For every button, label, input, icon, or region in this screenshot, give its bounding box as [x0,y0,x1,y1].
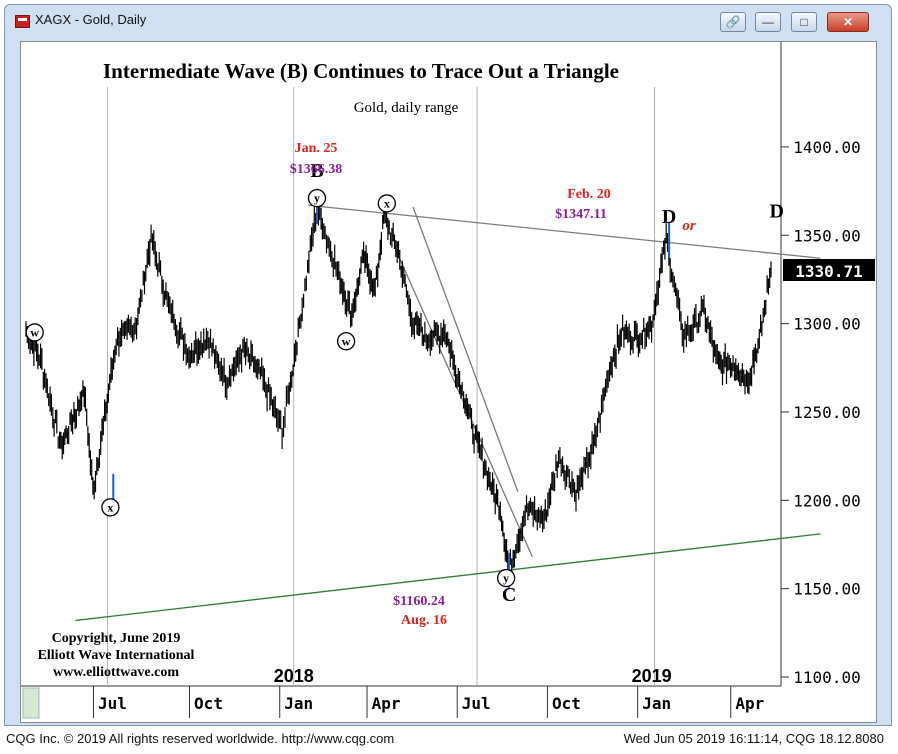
sub-wave-label: y [314,191,320,205]
year-label: 2018 [274,666,314,686]
wave-labels: B C D Dw x y w x y [25,160,784,606]
status-copyright: CQG Inc. © 2019 All rights reserved worl… [6,731,395,746]
link-button[interactable]: 🔗 [720,12,746,32]
chart-area[interactable]: 1400.00 1350.00 1300.00 1250.00 1200.00 1150.… [20,41,877,723]
d-price-annotation: $1347.11 [555,207,607,222]
sub-wave-marker: y [496,568,516,588]
chart-title: Intermediate Wave (B) Continues to Trace… [103,59,619,83]
status-bar: CQG Inc. © 2019 All rights reserved worl… [0,728,898,754]
trendlines [75,204,821,622]
x-tick-label: Jul [98,694,127,713]
sub-wave-circle [101,498,120,517]
x-tick-label: Jan [642,694,671,713]
y-tick-label: 1200.00 [793,491,860,510]
y-tick-label: 1150.00 [793,580,860,599]
copyright-line-2: Elliott Wave International [38,648,195,663]
c-date-annotation: Aug. 16 [401,613,447,628]
x-tick-label: Oct [194,694,223,713]
sub-wave-circle [307,188,327,208]
x-tick-label: Oct [552,694,581,713]
copyright-line-3: www.elliottwave.com [53,665,179,680]
sub-wave-label: w [30,325,39,339]
vertical-gridlines [106,87,656,686]
chart-window: XAGX - Gold, Daily 🔗 — □ ✕ 1400.00 1350.0… [4,4,892,726]
chart-subtitle: Gold, daily range [354,100,459,116]
trendline [412,206,519,492]
sub-wave-circle [25,323,44,342]
sub-wave-circle [377,194,396,213]
link-icon: 🔗 [725,15,741,29]
trendline [308,204,821,259]
or-annotation: or [682,218,696,234]
d-date-annotation: Feb. 20 [567,187,611,202]
trendline [75,533,821,622]
chart-svg: 1400.00 1350.00 1300.00 1250.00 1200.00 1150.… [21,42,875,719]
time-axis: Jul Oct Jan Apr Jul Oct Jan Apr 2018 2019 [92,666,764,718]
sub-wave-marker: x [377,194,396,213]
sub-wave-marker: y [307,188,327,208]
price-axis: 1400.00 1350.00 1300.00 1250.00 1200.00 1150.… [781,138,861,687]
wave-label: C [502,584,516,606]
title-bar[interactable]: XAGX - Gold, Daily 🔗 — □ ✕ [5,5,891,35]
b-date-annotation: Jan. 25 [295,141,338,156]
app-icon [15,15,30,28]
x-tick-label: Jul [462,694,491,713]
last-price-box [783,259,875,281]
corner-swatch[interactable] [22,687,40,719]
sub-wave-circle [336,332,356,351]
sub-wave-circle [496,568,516,588]
sub-wave-label: w [342,334,351,348]
x-tick-label: Apr [735,694,764,713]
c-price-annotation: $1160.24 [393,594,445,609]
x-tick-label: Apr [372,694,401,713]
year-label: 2019 [632,666,672,686]
last-price-label: 1330.71 [795,262,862,281]
price-series [25,188,772,589]
window-title: XAGX - Gold, Daily [35,12,147,27]
price-bars [25,200,772,581]
sub-wave-marker: x [101,498,120,517]
x-tick-label: Jan [284,694,313,713]
maximize-button[interactable]: □ [791,12,817,32]
maximize-icon: □ [800,15,808,29]
sub-wave-label: x [107,500,113,514]
wave-label: D [662,206,676,228]
sub-wave-label: y [503,571,509,585]
y-tick-label: 1100.00 [793,668,860,687]
sub-wave-marker: w [25,323,44,342]
status-timestamp: Wed Jun 05 2019 16:11:14, CQG 18.12.8080 [623,731,884,746]
minimize-button[interactable]: — [755,12,781,32]
y-tick-label: 1350.00 [793,226,860,245]
minimize-icon: — [762,15,774,29]
wave-label: D [770,201,784,223]
y-tick-label: 1400.00 [793,138,860,157]
y-tick-label: 1250.00 [793,403,860,422]
y-tick-label: 1300.00 [793,315,860,334]
sub-wave-marker: w [336,332,356,351]
sub-wave-label: x [384,196,390,210]
b-price-annotation: $1366.38 [290,162,343,177]
wave-label: B [310,160,323,182]
close-button[interactable]: ✕ [827,12,869,32]
copyright-line-1: Copyright, June 2019 [52,631,181,646]
close-icon: ✕ [842,15,854,29]
